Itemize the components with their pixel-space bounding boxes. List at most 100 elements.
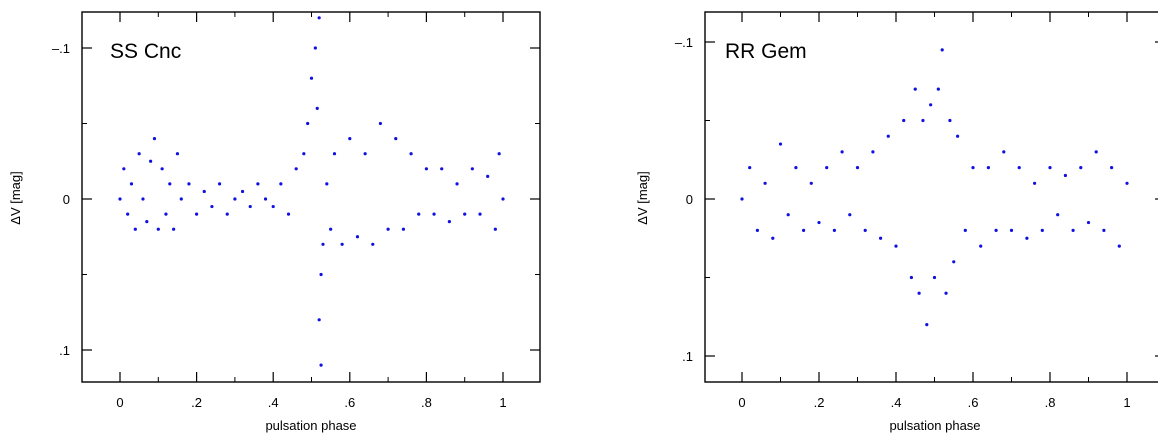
data-point	[1025, 236, 1029, 240]
data-point	[286, 212, 291, 216]
data-point	[302, 152, 306, 156]
data-point	[424, 167, 428, 171]
data-point	[832, 228, 837, 232]
data-point	[794, 166, 798, 170]
data-point	[493, 227, 497, 231]
data-point	[1094, 150, 1098, 154]
data-point	[187, 182, 191, 186]
data-point	[952, 260, 956, 264]
data-point	[1040, 228, 1044, 232]
data-point	[748, 166, 752, 170]
data-point	[909, 275, 914, 280]
ticks-rr-gem: 0 .2 .4 .6 .8 1 –.1 0 .1	[675, 12, 1158, 410]
y-tick-label: .1	[59, 343, 70, 358]
x-tick-label: 1	[1123, 395, 1130, 410]
y-tick-label: 0	[686, 192, 693, 207]
data-point	[306, 121, 310, 126]
data-point	[152, 137, 157, 141]
points-rr-gem	[740, 48, 1129, 327]
data-point	[936, 87, 940, 91]
data-point	[840, 150, 844, 154]
data-point	[432, 212, 436, 216]
data-point	[1071, 228, 1075, 232]
x-axis-title-rr-gem: pulsation phase	[889, 418, 980, 433]
chart-title-rr-gem: RR Gem	[725, 40, 807, 63]
ticks-ss-cnc: 0 .2 .4 .6 .8 1 –.1 0 .1	[52, 12, 540, 410]
data-point	[863, 228, 867, 232]
data-point	[778, 142, 783, 146]
data-point	[122, 167, 126, 171]
data-point	[979, 244, 983, 248]
x-tick-label: .2	[814, 395, 825, 410]
x-tick-label: .2	[191, 395, 202, 410]
data-point	[417, 212, 421, 216]
data-point	[501, 197, 505, 201]
x-tick-label: .4	[268, 395, 279, 410]
x-axis-title-ss-cnc: pulsation phase	[265, 418, 356, 433]
data-point	[129, 182, 134, 186]
x-tick-label: 1	[499, 395, 506, 410]
data-point	[486, 174, 490, 178]
data-point	[763, 181, 767, 185]
data-point	[386, 227, 390, 231]
x-tick-label: .4	[891, 395, 902, 410]
data-point	[771, 236, 775, 240]
data-point	[401, 227, 406, 231]
data-point	[202, 189, 206, 194]
data-point	[1086, 220, 1091, 225]
data-point	[440, 167, 444, 171]
data-point	[271, 204, 275, 209]
data-point	[225, 212, 229, 216]
data-point	[948, 118, 952, 123]
data-point	[1079, 166, 1083, 170]
data-point	[478, 212, 482, 216]
data-point	[217, 182, 222, 186]
data-point	[740, 197, 744, 201]
data-point	[141, 197, 145, 201]
data-point	[340, 242, 344, 246]
data-point	[179, 197, 183, 201]
x-tick-label: 0	[116, 395, 123, 410]
data-point	[248, 204, 252, 209]
data-point	[315, 106, 319, 110]
data-point	[879, 236, 883, 240]
data-point	[1056, 213, 1060, 217]
data-point	[126, 212, 130, 216]
data-point	[137, 152, 141, 156]
data-point	[963, 228, 967, 232]
data-point	[463, 212, 467, 216]
data-point	[802, 228, 806, 232]
data-point	[986, 166, 991, 170]
data-point	[294, 167, 298, 171]
data-point	[256, 182, 260, 186]
data-point	[325, 182, 329, 186]
points-ss-cnc	[118, 16, 505, 367]
data-point	[394, 137, 398, 141]
plot-frame-ss-cnc	[81, 11, 541, 383]
data-point	[160, 167, 164, 171]
data-point	[921, 118, 925, 123]
data-point	[848, 213, 852, 217]
x-tick-label: .6	[344, 395, 355, 410]
data-point	[917, 291, 921, 295]
data-point	[925, 323, 929, 327]
data-point	[1017, 166, 1021, 170]
data-point	[755, 228, 760, 232]
data-point	[1110, 166, 1114, 170]
data-point	[319, 272, 323, 277]
data-point	[313, 46, 317, 50]
data-point	[175, 152, 180, 156]
data-point	[886, 134, 890, 138]
data-point	[263, 197, 268, 201]
x-tick-label: .8	[421, 395, 432, 410]
data-point	[809, 181, 813, 185]
data-point	[317, 318, 321, 322]
chart-title-ss-cnc: SS Cnc	[110, 40, 181, 63]
data-point	[1009, 228, 1014, 232]
data-point	[1063, 173, 1067, 178]
data-point	[371, 242, 375, 246]
chart-panel-ss-cnc: SS Cnc pulsation phase ΔV [mag] 0 .2 .4 .6.…	[8, 11, 541, 433]
data-point	[971, 166, 975, 170]
data-point	[1125, 181, 1129, 185]
data-point	[902, 118, 906, 123]
